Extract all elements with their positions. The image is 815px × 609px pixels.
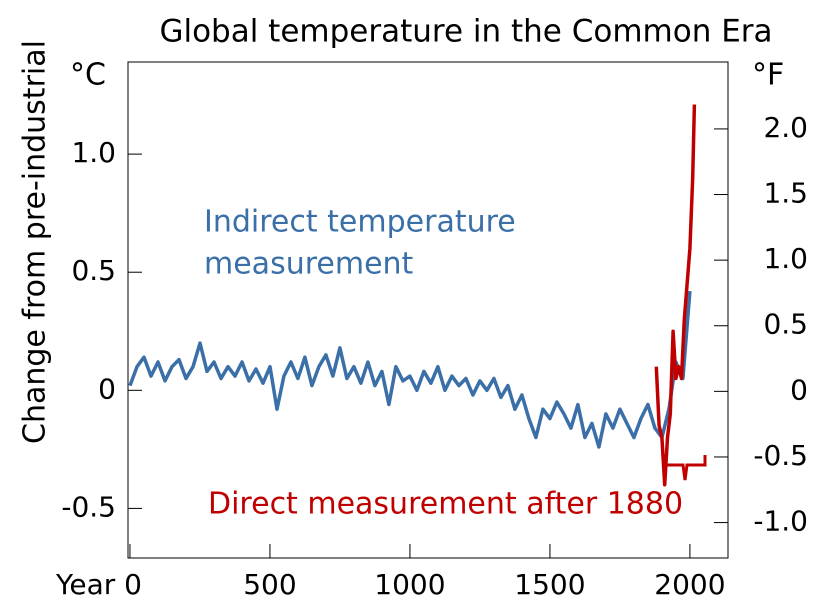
- y2-unit: °F: [752, 58, 784, 93]
- x-tick-label: 1000: [374, 568, 445, 601]
- y-unit: °C: [70, 58, 106, 93]
- line-series: [654, 104, 697, 487]
- line-series: [128, 290, 692, 449]
- annotation: Direct measurement after 1880: [208, 487, 683, 522]
- y-tick-label: 1.0: [71, 136, 116, 169]
- y2-tick-label: 0.5: [763, 308, 808, 341]
- y2-tick-label: 1.0: [763, 242, 808, 275]
- y-tick-label: 0: [98, 372, 116, 405]
- y2-tick-label: -1.0: [753, 505, 808, 538]
- y-axis-label: Change from pre-industrial: [18, 40, 53, 444]
- x-tick-label: Year 0: [55, 568, 142, 601]
- chart-title: Global temperature in the Common Era: [159, 14, 772, 50]
- x-tick-label: 2000: [654, 568, 725, 601]
- annotation: Indirect temperature: [204, 205, 516, 240]
- bracket: [663, 455, 707, 481]
- y2-tick-label: 2.0: [763, 111, 808, 144]
- y2-tick-label: -0.5: [753, 439, 808, 472]
- plot-frame: [127, 61, 729, 559]
- y-tick-label: 0.5: [71, 254, 116, 287]
- y-tick-label: -0.5: [61, 490, 116, 523]
- y2-tick-label: 0: [790, 373, 808, 406]
- y2-tick-label: 1.5: [763, 177, 808, 210]
- x-tick-label: 500: [243, 568, 296, 601]
- annotation: measurement: [204, 247, 414, 282]
- x-tick-label: 1500: [514, 568, 585, 601]
